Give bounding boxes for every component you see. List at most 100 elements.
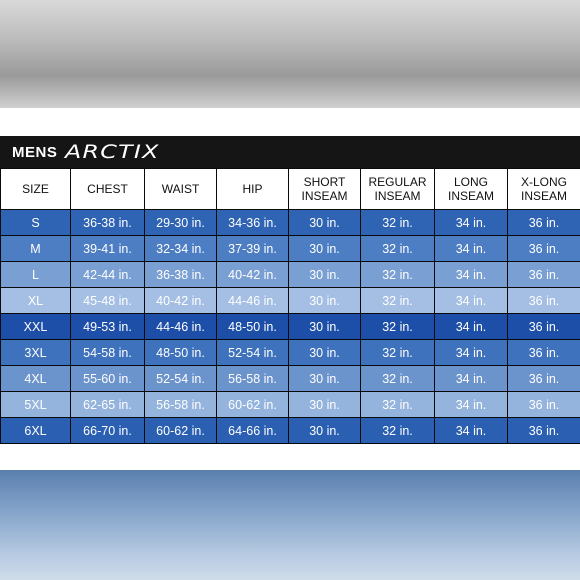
column-header: WAIST	[144, 168, 217, 210]
measurement-cell: 34 in.	[434, 365, 508, 392]
measurement-cell: 66-70 in.	[70, 417, 145, 444]
measurement-cell: 62-65 in.	[70, 391, 145, 418]
column-header-line: INSEAM	[447, 189, 494, 203]
measurement-cell: 32 in.	[360, 417, 435, 444]
measurement-cell: 40-42 in.	[216, 261, 289, 288]
column-header: HIP	[216, 168, 289, 210]
measurement-cell: 29-30 in.	[144, 209, 217, 236]
column-header: CHEST	[70, 168, 145, 210]
measurement-cell: 48-50 in.	[216, 313, 289, 340]
column-header-line: WAIST	[161, 182, 200, 196]
column-header-line: REGULAR	[368, 175, 427, 189]
column-header-line: LONG	[453, 175, 488, 189]
measurement-cell: 34 in.	[434, 313, 508, 340]
measurement-cell: 60-62 in.	[144, 417, 217, 444]
table-row: 5XL 62-65 in. 56-58 in. 60-62 in. 30 in. 32 i…	[0, 391, 580, 418]
measurement-cell: 37-39 in.	[216, 235, 289, 262]
column-header-line: SHORT	[303, 175, 346, 189]
size-cell: L	[0, 261, 71, 288]
measurement-cell: 49-53 in.	[70, 313, 145, 340]
measurement-cell: 39-41 in.	[70, 235, 145, 262]
column-header: REGULAR INSEAM	[360, 168, 435, 210]
column-header: X-LONG INSEAM	[507, 168, 580, 210]
column-header-line: INSEAM	[520, 189, 567, 203]
measurement-cell: 55-60 in.	[70, 365, 145, 392]
measurement-cell: 32 in.	[360, 339, 435, 366]
table-row: 6XL 66-70 in. 60-62 in. 64-66 in. 30 in. 32 i…	[0, 417, 580, 444]
measurement-cell: 40-42 in.	[144, 287, 217, 314]
measurement-cell: 34 in.	[434, 235, 508, 262]
measurement-cell: 36 in.	[507, 391, 580, 418]
measurement-cell: 30 in.	[288, 339, 361, 366]
measurement-cell: 34 in.	[434, 339, 508, 366]
column-header-line: INSEAM	[301, 189, 348, 203]
measurement-cell: 36 in.	[507, 417, 580, 444]
measurement-cell: 44-46 in.	[144, 313, 217, 340]
measurement-cell: 32 in.	[360, 287, 435, 314]
measurement-cell: 36 in.	[507, 339, 580, 366]
measurement-cell: 32 in.	[360, 365, 435, 392]
size-cell: S	[0, 209, 71, 236]
table-row: M 39-41 in. 32-34 in. 37-39 in. 30 in. 32 in.…	[0, 235, 580, 262]
column-header-line: SIZE	[22, 182, 49, 196]
size-chart-table: SIZE CHEST WAIST HIP SHORT INSEAM REGULAR INSEA…	[0, 168, 580, 444]
size-cell: 4XL	[0, 365, 71, 392]
size-cell: XXL	[0, 313, 71, 340]
table-row: 3XL 54-58 in. 48-50 in. 52-54 in. 30 in. 32 i…	[0, 339, 580, 366]
measurement-cell: 34-36 in.	[216, 209, 289, 236]
measurement-cell: 48-50 in.	[144, 339, 217, 366]
measurement-cell: 32 in.	[360, 313, 435, 340]
measurement-cell: 36 in.	[507, 209, 580, 236]
measurement-cell: 30 in.	[288, 417, 361, 444]
column-header-line: HIP	[242, 182, 263, 196]
measurement-cell: 32 in.	[360, 391, 435, 418]
measurement-cell: 30 in.	[288, 365, 361, 392]
brand-logo: ARCTIX	[65, 141, 160, 163]
measurement-cell: 56-58 in.	[216, 365, 289, 392]
size-cell: 5XL	[0, 391, 71, 418]
measurement-cell: 36 in.	[507, 261, 580, 288]
measurement-cell: 34 in.	[434, 287, 508, 314]
measurement-cell: 34 in.	[434, 261, 508, 288]
table-row: XXL 49-53 in. 44-46 in. 48-50 in. 30 in. 32 i…	[0, 313, 580, 340]
measurement-cell: 42-44 in.	[70, 261, 145, 288]
measurement-cell: 34 in.	[434, 391, 508, 418]
measurement-cell: 54-58 in.	[70, 339, 145, 366]
size-cell: 3XL	[0, 339, 71, 366]
section-label: MENS	[12, 143, 58, 161]
top-photo-band	[0, 0, 580, 108]
measurement-cell: 34 in.	[434, 417, 508, 444]
measurement-cell: 36-38 in.	[70, 209, 145, 236]
bottom-photo-band	[0, 470, 580, 580]
measurement-cell: 32-34 in.	[144, 235, 217, 262]
measurement-cell: 45-48 in.	[70, 287, 145, 314]
measurement-cell: 30 in.	[288, 391, 361, 418]
column-header: LONG INSEAM	[434, 168, 508, 210]
column-header-line: INSEAM	[374, 189, 421, 203]
size-cell: 6XL	[0, 417, 71, 444]
column-header-line: CHEST	[87, 182, 128, 196]
chart-header: MENS ARCTIX	[0, 136, 580, 168]
table-row: S 36-38 in. 29-30 in. 34-36 in. 30 in. 32 in.…	[0, 209, 580, 236]
size-cell: XL	[0, 287, 71, 314]
table-row: 4XL 55-60 in. 52-54 in. 56-58 in. 30 in. 32 i…	[0, 365, 580, 392]
measurement-cell: 30 in.	[288, 261, 361, 288]
measurement-cell: 34 in.	[434, 209, 508, 236]
measurement-cell: 60-62 in.	[216, 391, 289, 418]
measurement-cell: 30 in.	[288, 287, 361, 314]
table-row: L 42-44 in. 36-38 in. 40-42 in. 30 in. 32 in.…	[0, 261, 580, 288]
size-cell: M	[0, 235, 71, 262]
measurement-cell: 32 in.	[360, 261, 435, 288]
measurement-cell: 36-38 in.	[144, 261, 217, 288]
measurement-cell: 36 in.	[507, 235, 580, 262]
measurement-cell: 36 in.	[507, 365, 580, 392]
measurement-cell: 32 in.	[360, 235, 435, 262]
header-row: SIZE CHEST WAIST HIP SHORT INSEAM REGULAR INSEA…	[0, 168, 580, 210]
measurement-cell: 36 in.	[507, 313, 580, 340]
measurement-cell: 32 in.	[360, 209, 435, 236]
measurement-cell: 52-54 in.	[144, 365, 217, 392]
measurement-cell: 64-66 in.	[216, 417, 289, 444]
measurement-cell: 44-46 in.	[216, 287, 289, 314]
column-header: SHORT INSEAM	[288, 168, 361, 210]
measurement-cell: 30 in.	[288, 313, 361, 340]
